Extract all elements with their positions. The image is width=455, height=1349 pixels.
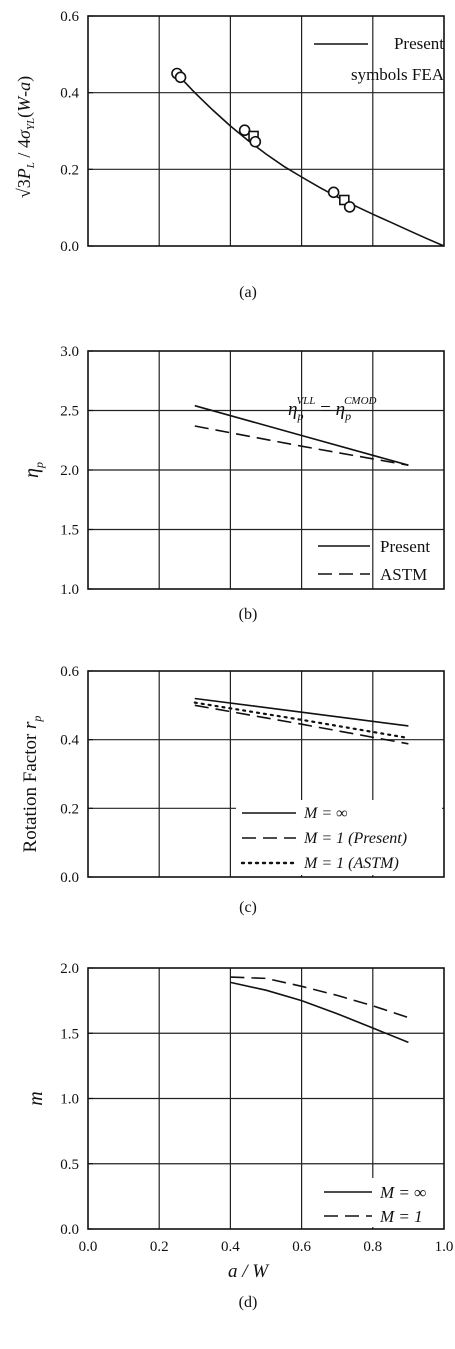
y-tick-label: 0.0: [60, 239, 79, 255]
y-tick-label: 0.2: [60, 801, 79, 817]
y-tick-label: 1.0: [60, 582, 79, 598]
y-axis-label: ηp: [21, 462, 46, 478]
y-tick-label: 0.0: [60, 1222, 79, 1238]
y-tick-label: 0.0: [60, 870, 79, 886]
y-tick-label: 0.2: [60, 162, 79, 178]
y-axis-label: m: [25, 1091, 47, 1105]
x-tick-label: 0.2: [150, 1239, 169, 1255]
x-tick-label: 0.0: [79, 1239, 98, 1255]
legend-label-present: Present: [380, 537, 430, 556]
x-axis-label: a / W: [228, 1261, 270, 1282]
y-tick-label: 1.5: [60, 523, 79, 539]
data-point-square: [339, 194, 350, 206]
legend-label-3: M = 1 (ASTM): [303, 855, 399, 872]
x-tick-label: 0.4: [221, 1239, 240, 1255]
y-tick-label: 2.5: [60, 404, 79, 420]
y-tick-label: 0.5: [60, 1157, 79, 1173]
panel-caption: (a): [239, 284, 257, 301]
legend-label-fea: symbols FEA: [351, 65, 445, 84]
legend-label-astm: ASTM: [380, 565, 427, 584]
x-tick-label: 0.8: [363, 1239, 382, 1255]
series-line-dashed: [194, 704, 409, 745]
y-tick-label: 1.0: [60, 1092, 79, 1108]
y-tick-label: 0.4: [60, 733, 79, 749]
y-tick-label: 0.6: [60, 9, 79, 25]
chart-panel-b: 1.0 1.5 2.0 2.5 3.0 (b) ηp ηpVLL = ηpCMOD Presen…: [21, 344, 445, 623]
legend-label-m-1: M = 1: [379, 1207, 423, 1226]
y-axis-label: √3PL / 4σYL(W-a): [14, 76, 37, 198]
y-tick-label: 1.5: [60, 1026, 79, 1042]
data-point-circle: [238, 124, 251, 137]
y-tick-label: 3.0: [60, 344, 79, 360]
annotation-eta-equality: ηpVLL = ηpCMOD: [288, 395, 377, 423]
y-tick-label: 0.6: [60, 664, 79, 680]
series-line-dashed: [230, 976, 409, 1019]
data-point-circle: [174, 71, 187, 84]
y-tick-label: 2.0: [60, 463, 79, 479]
legend-label-present: Present: [394, 34, 444, 53]
panel-caption: (c): [239, 899, 257, 916]
legend-label-2: M = 1 (Present): [303, 830, 407, 847]
legend-label-1: M = ∞: [303, 805, 348, 822]
series-line-solid: [194, 697, 409, 727]
legend-label-m-inf: M = ∞: [379, 1183, 426, 1202]
x-tick-label: 1.0: [435, 1239, 454, 1255]
series-line-solid: [194, 404, 409, 466]
data-point-circle: [343, 201, 356, 213]
data-point-circle: [327, 186, 340, 199]
series-line-solid: [230, 981, 409, 1044]
y-tick-label: 2.0: [60, 961, 79, 977]
series-line-dashed: [194, 425, 409, 466]
x-tick-label: 0.6: [292, 1239, 311, 1255]
series-line-solid: [176, 73, 445, 247]
chart-panel-a: 0.0 0.2 0.4 0.6 (a) √3PL / 4σYL(W-a) Present sy…: [14, 9, 445, 301]
data-point-circle: [249, 135, 262, 148]
y-axis-label: Rotation Factor rp: [20, 716, 44, 853]
legend-box: [320, 1178, 442, 1227]
panel-caption: (b): [239, 606, 258, 623]
chart-panel-d: 0.0 0.5 1.0 1.5 2.0 0.0 0.2 0.4 0.6 0.8 1.0 (d) m a /…: [25, 961, 453, 1311]
plot-frame: [87, 670, 445, 878]
chart-panel-c: 0.0 0.2 0.4 0.6 (c) Rotation Factor rp M = ∞ M …: [20, 664, 445, 916]
series-line-dotted: [193, 701, 410, 740]
panel-caption: (d): [239, 1294, 258, 1311]
y-tick-label: 0.4: [60, 86, 79, 102]
plot-frame: [87, 15, 445, 247]
